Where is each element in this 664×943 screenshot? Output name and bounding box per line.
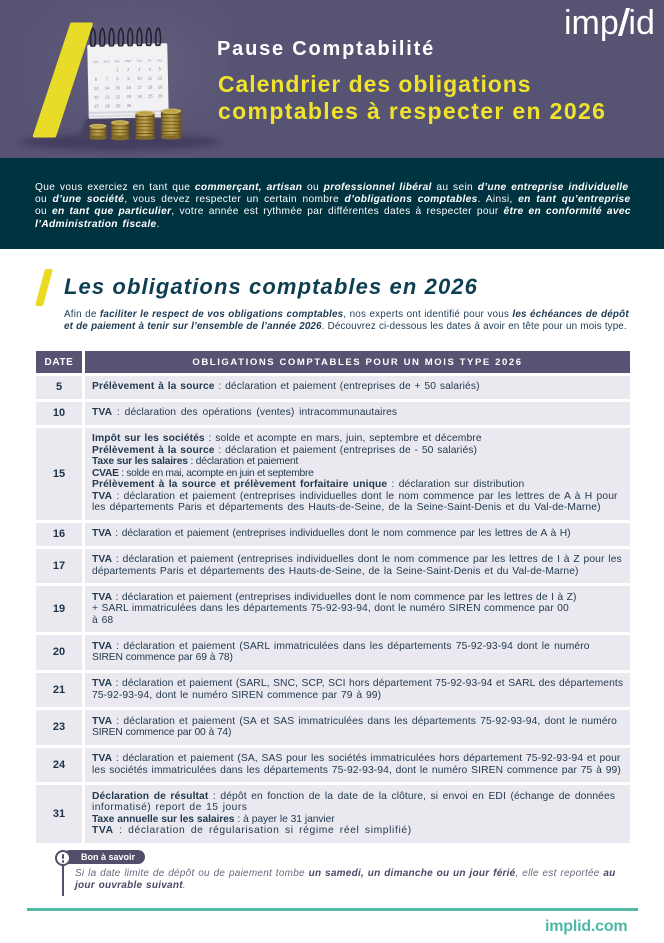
svg-text:8: 8 <box>116 76 119 81</box>
svg-text:17: 17 <box>137 85 142 90</box>
svg-text:1: 1 <box>116 67 119 72</box>
svg-text:20: 20 <box>94 95 99 100</box>
svg-text:4: 4 <box>149 67 152 72</box>
svg-text:3: 3 <box>138 67 141 72</box>
svg-text:6: 6 <box>95 77 98 82</box>
svg-text:11: 11 <box>148 75 153 80</box>
svg-text:16: 16 <box>126 85 131 90</box>
svg-text:2: 2 <box>127 67 130 72</box>
svg-text:13: 13 <box>94 86 99 91</box>
svg-text:18: 18 <box>148 84 153 89</box>
svg-text:15: 15 <box>115 85 120 90</box>
svg-text:12: 12 <box>158 75 163 80</box>
svg-text:27: 27 <box>94 104 99 109</box>
svg-text:Sun: Sun <box>93 60 99 64</box>
svg-text:10: 10 <box>137 76 142 81</box>
svg-text:19: 19 <box>158 84 163 89</box>
svg-text:Wed: Wed <box>125 59 132 63</box>
svg-text:Fri: Fri <box>148 58 152 62</box>
svg-text:23: 23 <box>127 94 132 99</box>
svg-text:Sat: Sat <box>157 58 162 62</box>
svg-text:9: 9 <box>127 76 130 81</box>
svg-text:Tue: Tue <box>114 59 120 63</box>
svg-text:25: 25 <box>148 93 153 98</box>
svg-text:22: 22 <box>116 94 121 99</box>
svg-text:29: 29 <box>116 103 121 108</box>
svg-text:30: 30 <box>127 103 132 108</box>
svg-text:14: 14 <box>105 85 110 90</box>
svg-text:5: 5 <box>159 66 162 71</box>
svg-text:28: 28 <box>105 103 110 108</box>
svg-text:26: 26 <box>158 93 163 98</box>
svg-text:Mon: Mon <box>104 59 110 63</box>
svg-text:Thu: Thu <box>136 59 142 63</box>
svg-text:7: 7 <box>106 76 109 81</box>
svg-text:24: 24 <box>138 94 143 99</box>
svg-text:21: 21 <box>105 94 110 99</box>
